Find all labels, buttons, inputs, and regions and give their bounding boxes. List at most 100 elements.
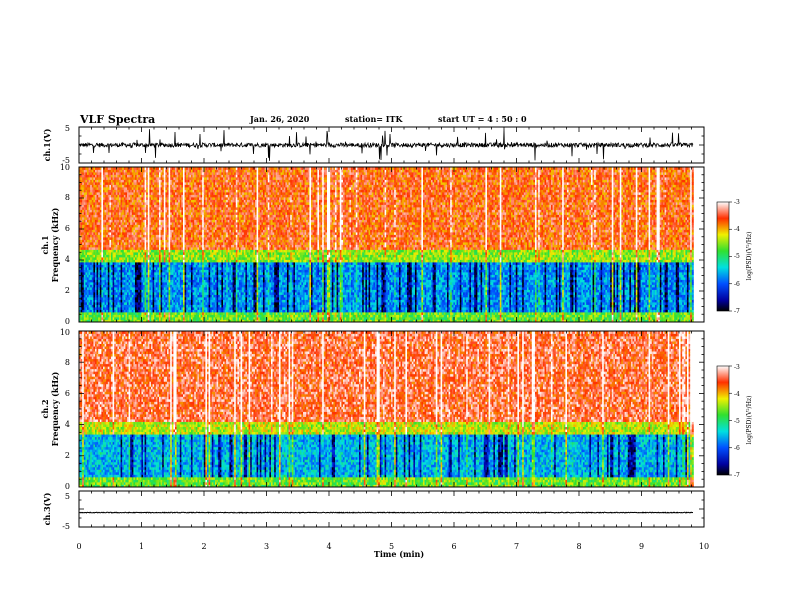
spectrogram-cell xyxy=(98,294,101,298)
spectrogram-cell xyxy=(103,247,105,250)
spectrogram-cell xyxy=(98,252,101,255)
spectrogram-cell xyxy=(96,184,99,188)
spectrogram-cell xyxy=(91,184,94,188)
spectrogram-cell xyxy=(107,254,110,258)
spectrogram-cell xyxy=(90,214,93,218)
spectrogram-cell xyxy=(79,262,81,265)
spectrogram-cell xyxy=(85,309,88,313)
spectrogram-cell xyxy=(93,229,96,233)
spectrogram-cell xyxy=(109,294,112,298)
spectrogram-cell xyxy=(99,197,102,200)
spectrogram-cell xyxy=(125,247,128,250)
spectrogram-cell xyxy=(93,219,96,223)
spectrogram-cell xyxy=(99,237,102,240)
spectrogram-cell xyxy=(80,189,83,193)
spectrogram-cell xyxy=(119,302,121,305)
spectrogram-cell xyxy=(90,212,93,215)
spectrogram-cell xyxy=(122,274,125,278)
spectrogram-cell xyxy=(117,299,120,303)
spectrogram-cell xyxy=(95,314,97,318)
spectrogram-cell xyxy=(120,224,123,228)
spectrogram-cell xyxy=(93,232,96,235)
spectrogram-cell xyxy=(119,212,121,215)
spectrogram-cell xyxy=(119,259,121,263)
spectrogram-cell xyxy=(87,254,89,258)
spectrogram-cell xyxy=(95,312,97,315)
spectrogram-cell xyxy=(99,182,102,185)
spectrogram-cell xyxy=(112,194,115,198)
spectrogram-cell xyxy=(85,299,88,303)
spectrogram-cell xyxy=(104,179,107,183)
spectrogram-cell xyxy=(93,292,96,295)
spectrogram-cell xyxy=(109,237,112,240)
spectrogram-cell xyxy=(95,234,97,238)
spectrogram-cell xyxy=(120,292,123,295)
spectrogram-cell xyxy=(117,279,120,283)
spectrogram-cell xyxy=(104,259,107,263)
spectrogram-cell xyxy=(114,212,117,215)
spectrogram-cell xyxy=(123,277,126,280)
spectrogram-cell xyxy=(123,267,126,270)
spectrogram-cell xyxy=(107,277,110,280)
spectrogram-cell xyxy=(85,287,88,290)
spectrogram-cell xyxy=(115,182,118,185)
spectrogram-cell xyxy=(96,202,99,205)
spectrogram-cell xyxy=(103,219,105,223)
spectrogram-cell xyxy=(85,247,88,250)
spectrogram-cell xyxy=(120,204,123,208)
spectrogram-cell xyxy=(111,174,113,178)
spectrogram-cell xyxy=(119,284,121,288)
spectrogram-cell xyxy=(85,249,88,253)
spectrogram-cell xyxy=(103,229,105,233)
spectrogram-cell xyxy=(87,212,89,215)
spectrogram-cell xyxy=(122,237,125,240)
spectrogram-cell xyxy=(111,237,113,240)
spectrogram-cell xyxy=(99,292,102,295)
spectrogram-cell xyxy=(88,312,91,315)
spectrogram-cell xyxy=(123,247,126,250)
spectrogram-cell xyxy=(79,252,81,255)
spectrogram-cell xyxy=(114,267,117,270)
spectrogram-cell xyxy=(123,217,126,220)
spectrogram-cell xyxy=(98,264,101,268)
spectrogram-cell xyxy=(83,304,86,308)
spectrogram-cell xyxy=(114,214,117,218)
spectrogram-cell xyxy=(111,217,113,220)
spectrogram-cell xyxy=(106,182,109,185)
spectrogram-cell xyxy=(123,177,126,180)
spectrogram-cell xyxy=(80,272,83,275)
spectrogram-cell xyxy=(114,257,117,260)
spectrogram-cell xyxy=(93,199,96,203)
spectrogram-cell xyxy=(79,304,81,308)
spectrogram-cell xyxy=(91,269,94,273)
spectrogram-cell xyxy=(120,227,123,230)
spectrogram-cell xyxy=(95,169,97,173)
spectrogram-cell xyxy=(80,279,83,283)
spectrogram-cell xyxy=(104,182,107,185)
spectrogram-cell xyxy=(101,207,104,210)
spectrogram-cell xyxy=(91,234,94,238)
spectrogram-cell xyxy=(96,289,99,293)
spectrogram-cell xyxy=(98,277,101,280)
spectrogram-cell xyxy=(104,194,107,198)
spectrogram-cell xyxy=(117,202,120,205)
spectrogram-cell xyxy=(98,237,101,240)
spectrogram-cell xyxy=(123,204,126,208)
spectrogram-cell xyxy=(119,172,121,175)
spectrogram-cell xyxy=(115,242,118,245)
spectrogram-cell xyxy=(107,177,110,180)
spectrogram-cell xyxy=(123,302,126,305)
spectrogram-cell xyxy=(125,252,128,255)
spectrogram-cell xyxy=(114,294,117,298)
spectrogram-cell xyxy=(82,237,85,240)
spectrogram-cell xyxy=(98,229,101,233)
spectrogram-cell xyxy=(88,309,91,313)
spectrogram-cell xyxy=(87,219,89,223)
spectrogram-cell xyxy=(117,199,120,203)
spectrogram-cell xyxy=(111,264,113,268)
spectrogram-cell xyxy=(123,264,126,268)
spectrogram-cell xyxy=(112,204,115,208)
spectrogram-cell xyxy=(83,199,86,203)
spectrogram-cell xyxy=(122,279,125,283)
spectrogram-cell xyxy=(125,309,128,313)
